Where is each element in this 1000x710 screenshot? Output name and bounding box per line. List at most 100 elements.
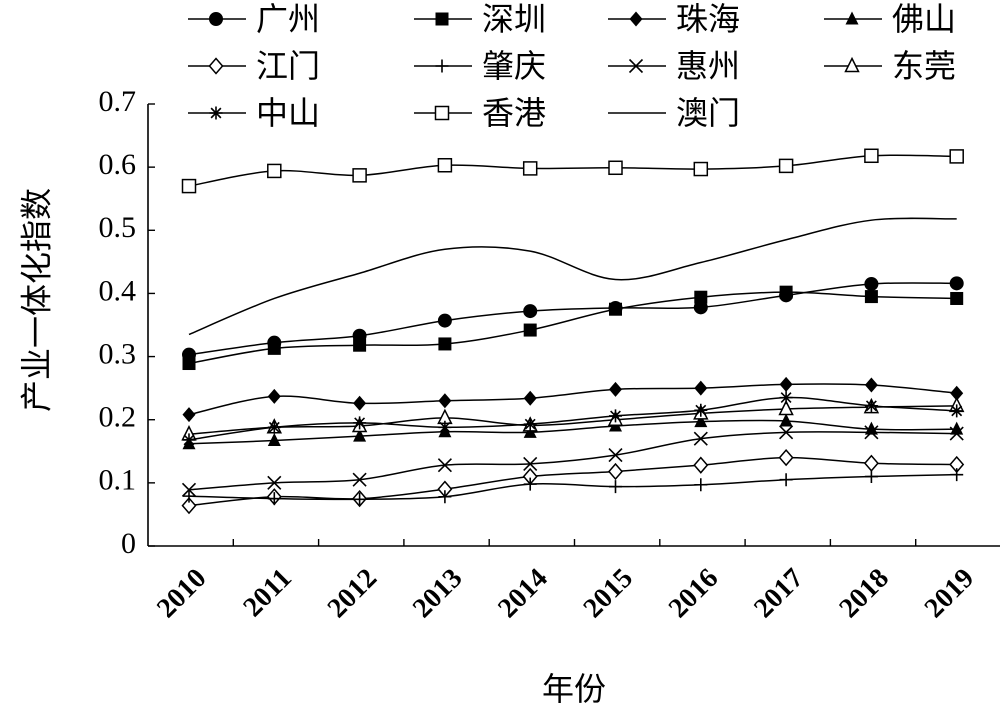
data-point — [779, 285, 793, 299]
data-point — [609, 381, 622, 397]
series-10 — [181, 148, 964, 194]
data-point — [522, 161, 538, 176]
data-point — [950, 404, 964, 418]
legend-label: 佛山 — [892, 1, 956, 37]
legend-marker — [845, 11, 859, 25]
x-tick-label: 2012 — [322, 563, 384, 625]
data-point — [267, 341, 281, 355]
legend-marker — [434, 105, 450, 121]
data-point — [437, 313, 452, 328]
series-line — [188, 419, 957, 445]
data-point — [523, 304, 538, 319]
data-point — [352, 472, 367, 487]
data-point — [182, 489, 196, 503]
legend-label: 肇庆 — [482, 48, 546, 84]
legend-marker — [628, 58, 644, 74]
data-point — [864, 470, 878, 484]
data-point — [778, 399, 794, 416]
data-point — [949, 426, 964, 441]
data-point — [523, 477, 537, 491]
legend-label: 香港 — [482, 95, 546, 131]
data-point — [693, 456, 709, 474]
series-line — [188, 282, 957, 356]
data-point — [608, 448, 623, 463]
data-point — [779, 391, 793, 405]
data-point — [864, 290, 878, 304]
data-point — [182, 357, 196, 371]
x-tick-label: 2018 — [833, 563, 895, 625]
data-point — [779, 473, 793, 487]
data-point — [694, 403, 708, 417]
data-point — [779, 376, 793, 392]
data-point — [523, 390, 537, 406]
y-tick-label: 0 — [121, 527, 136, 560]
legend-item: 珠海 — [608, 1, 740, 37]
legend-marker — [435, 12, 449, 26]
legend-item: 佛山 — [824, 1, 956, 37]
data-point — [694, 478, 708, 492]
legend-label: 广州 — [256, 1, 320, 37]
data-point — [181, 178, 197, 194]
data-point — [181, 482, 197, 497]
data-point — [352, 168, 367, 183]
data-point — [609, 480, 622, 494]
data-point — [694, 414, 708, 428]
data-point — [609, 409, 622, 423]
data-point — [863, 454, 879, 472]
legend-marker — [209, 12, 223, 26]
x-tick-label: 2016 — [663, 563, 725, 625]
data-point — [950, 468, 964, 482]
data-point — [523, 417, 537, 431]
legend-marker — [435, 59, 449, 73]
legend-label: 东莞 — [892, 48, 956, 84]
data-point — [694, 290, 708, 304]
series-2 — [182, 285, 964, 371]
series-line — [188, 456, 957, 507]
legend-item: 澳门 — [608, 95, 740, 131]
legend-item: 中山 — [188, 95, 320, 131]
legend-item: 江门 — [188, 48, 320, 84]
y-tick-label: 0.2 — [99, 401, 137, 434]
data-point — [353, 416, 367, 430]
y-tick-label: 0.5 — [99, 211, 137, 244]
series-line — [188, 473, 957, 501]
y-ticks: 0 0.1 0.2 0.3 0.4 0.5 0.6 0.7 — [99, 85, 155, 560]
series-7 — [181, 425, 964, 497]
data-point — [608, 160, 623, 176]
series-3 — [182, 376, 964, 423]
series-line — [188, 154, 957, 187]
series-4 — [182, 413, 964, 450]
data-point — [694, 380, 708, 396]
data-point — [353, 395, 367, 411]
legend-item: 东莞 — [824, 48, 956, 84]
legend-label: 中山 — [256, 95, 320, 131]
x-tick-label: 2011 — [237, 563, 297, 623]
y-tick-label: 0.1 — [99, 464, 137, 497]
legend-label: 澳门 — [676, 95, 740, 131]
data-point — [438, 337, 452, 351]
data-point — [864, 276, 879, 291]
data-point — [864, 377, 878, 393]
data-point — [693, 161, 709, 177]
x-tick-label: 2017 — [748, 563, 810, 625]
data-point — [182, 433, 196, 447]
y-tick-label: 0.6 — [99, 148, 137, 181]
series-layer — [181, 148, 965, 515]
series-11 — [188, 217, 957, 336]
legend-item: 香港 — [414, 95, 546, 131]
legend-label: 惠州 — [676, 48, 740, 84]
legend-marker — [629, 11, 643, 27]
x-tick-label: 2015 — [578, 563, 640, 625]
data-point — [267, 475, 282, 490]
data-point — [523, 323, 537, 337]
legend-item: 广州 — [188, 1, 320, 37]
legend-item: 惠州 — [608, 48, 740, 84]
data-point — [353, 492, 367, 506]
legend-marker — [844, 56, 860, 73]
legend-marker — [209, 106, 223, 120]
series-line — [188, 396, 957, 441]
data-point — [523, 456, 538, 471]
y-tick-label: 0.7 — [99, 85, 137, 118]
